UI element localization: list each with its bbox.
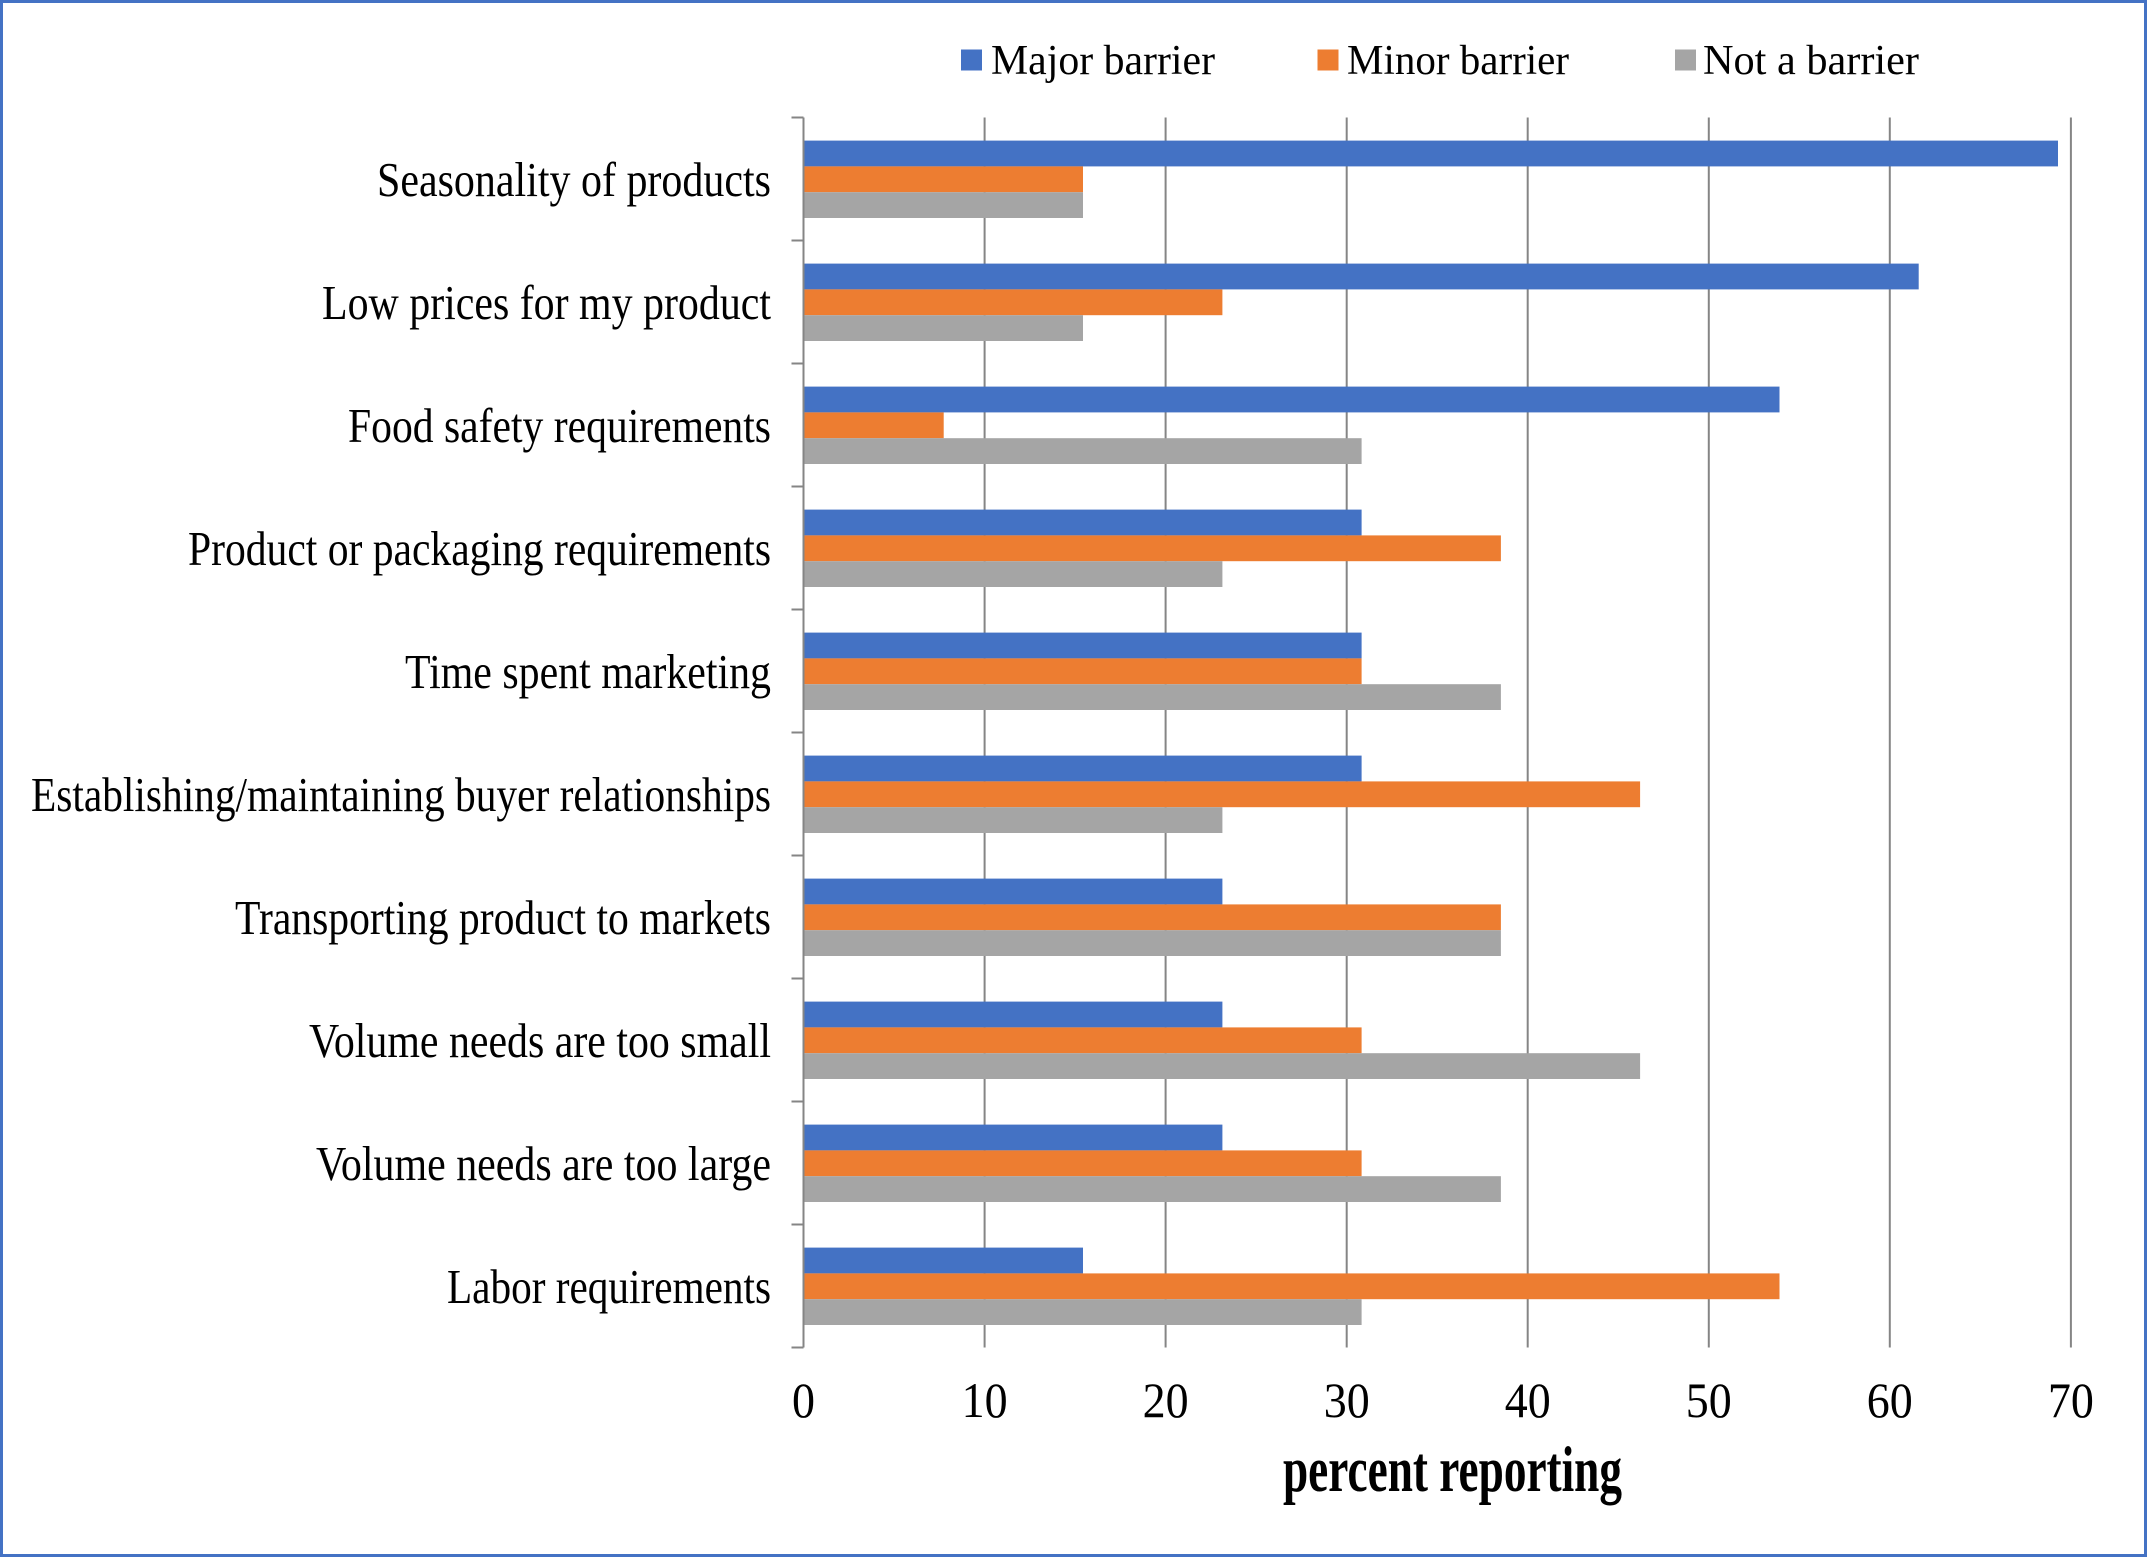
svg-text:Seasonality of products: Seasonality of products xyxy=(377,152,771,207)
svg-text:40: 40 xyxy=(1505,1372,1551,1428)
svg-text:Not a barrier: Not a barrier xyxy=(1703,38,1919,84)
svg-text:Establishing/maintaining buyer: Establishing/maintaining buyer relations… xyxy=(31,767,771,822)
svg-text:50: 50 xyxy=(1686,1372,1732,1428)
svg-text:Volume needs are too small: Volume needs are too small xyxy=(309,1013,771,1068)
svg-text:30: 30 xyxy=(1324,1372,1370,1428)
svg-text:percent reporting: percent reporting xyxy=(1283,1434,1622,1506)
svg-text:20: 20 xyxy=(1143,1372,1189,1428)
svg-text:Minor barrier: Minor barrier xyxy=(1347,38,1569,84)
svg-text:Food safety requirements: Food safety requirements xyxy=(348,398,771,453)
svg-text:Low prices for my product: Low prices for my product xyxy=(322,275,771,330)
svg-text:0: 0 xyxy=(792,1372,815,1428)
svg-text:Transporting product to market: Transporting product to markets xyxy=(235,890,771,945)
svg-text:Labor requirements: Labor requirements xyxy=(447,1259,771,1314)
svg-text:Major barrier: Major barrier xyxy=(991,38,1215,84)
svg-text:Volume needs are too large: Volume needs are too large xyxy=(316,1136,771,1191)
svg-text:10: 10 xyxy=(962,1372,1008,1428)
svg-text:60: 60 xyxy=(1867,1372,1913,1428)
svg-text:Time spent marketing: Time spent marketing xyxy=(405,644,771,699)
svg-text:70: 70 xyxy=(2048,1372,2094,1428)
svg-text:Product or packaging requireme: Product or packaging requirements xyxy=(188,521,771,576)
